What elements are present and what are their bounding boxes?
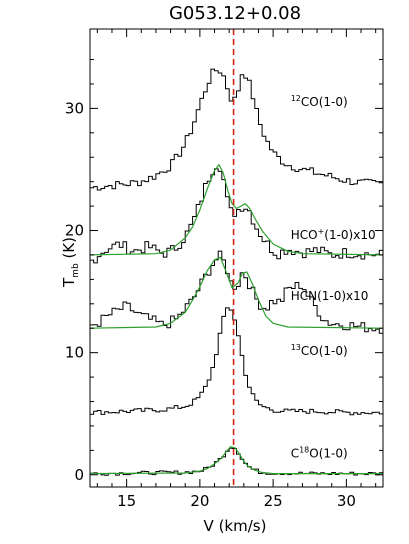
- spectrum-line: [90, 168, 383, 264]
- chart-title: G053.12+0.08: [169, 3, 301, 24]
- spectrum-label-rest: CO(1-0): [301, 95, 348, 109]
- fit-line: [89, 256, 384, 329]
- spectrum-label-sup: 13: [291, 343, 301, 352]
- spectrum-label-sup: +: [318, 227, 325, 236]
- spectrum-label-rest: (1-0)x10: [324, 228, 375, 242]
- y-tick-label: 10: [65, 344, 84, 362]
- spectrum-label-rest: O(1-0): [309, 447, 347, 461]
- spectrum-line: [90, 250, 383, 334]
- y-axis-label-sub: mb: [71, 263, 81, 278]
- x-tick-label: 30: [337, 492, 356, 510]
- x-tick-label: 15: [117, 492, 136, 510]
- spectrum-label-prefix: C: [291, 447, 299, 461]
- x-tick-label: 25: [264, 492, 283, 510]
- spectrum-label-prefix: HCN(1-0)x10: [291, 289, 369, 303]
- y-axis-label-main: T: [60, 277, 78, 288]
- spectrum-label: HCO+(1-0)x10: [291, 227, 376, 242]
- spectrum-line: [90, 307, 383, 416]
- series-layer: [90, 68, 383, 476]
- x-tick-label: 20: [190, 492, 209, 510]
- spectrum-label: HCN(1-0)x10: [291, 289, 369, 303]
- spectrum-label: 12CO(1-0): [291, 94, 348, 109]
- spectrum-label-sup: 18: [299, 446, 309, 455]
- fit-line: [89, 446, 383, 475]
- spectrum-label-rest: CO(1-0): [301, 344, 348, 358]
- fit-line: [89, 164, 384, 256]
- axis-ticks: 15 20 25 30 0 10 20 30: [65, 29, 383, 510]
- spectrum-label: C18O(1-0): [291, 446, 348, 461]
- y-tick-label: 30: [65, 99, 84, 117]
- y-tick-label: 20: [65, 222, 84, 240]
- spectrum-line: [90, 68, 383, 191]
- spectrum-label-sup: 12: [291, 94, 301, 103]
- spectrum-labels: 12CO(1-0)HCO+(1-0)x10HCN(1-0)x1013CO(1-0…: [291, 94, 376, 461]
- y-axis-label-unit: (K): [60, 237, 78, 263]
- x-axis-label: V (km/s): [204, 517, 267, 535]
- y-tick-label: 0: [74, 466, 84, 484]
- plot-frame: [89, 28, 384, 488]
- spectrum-line: [90, 447, 383, 476]
- fit-layer: [89, 164, 384, 475]
- spectrum-label: 13CO(1-0): [291, 343, 348, 358]
- spectrum-label-prefix: HCO: [291, 228, 318, 242]
- y-axis-label: Tmb (K): [60, 237, 81, 288]
